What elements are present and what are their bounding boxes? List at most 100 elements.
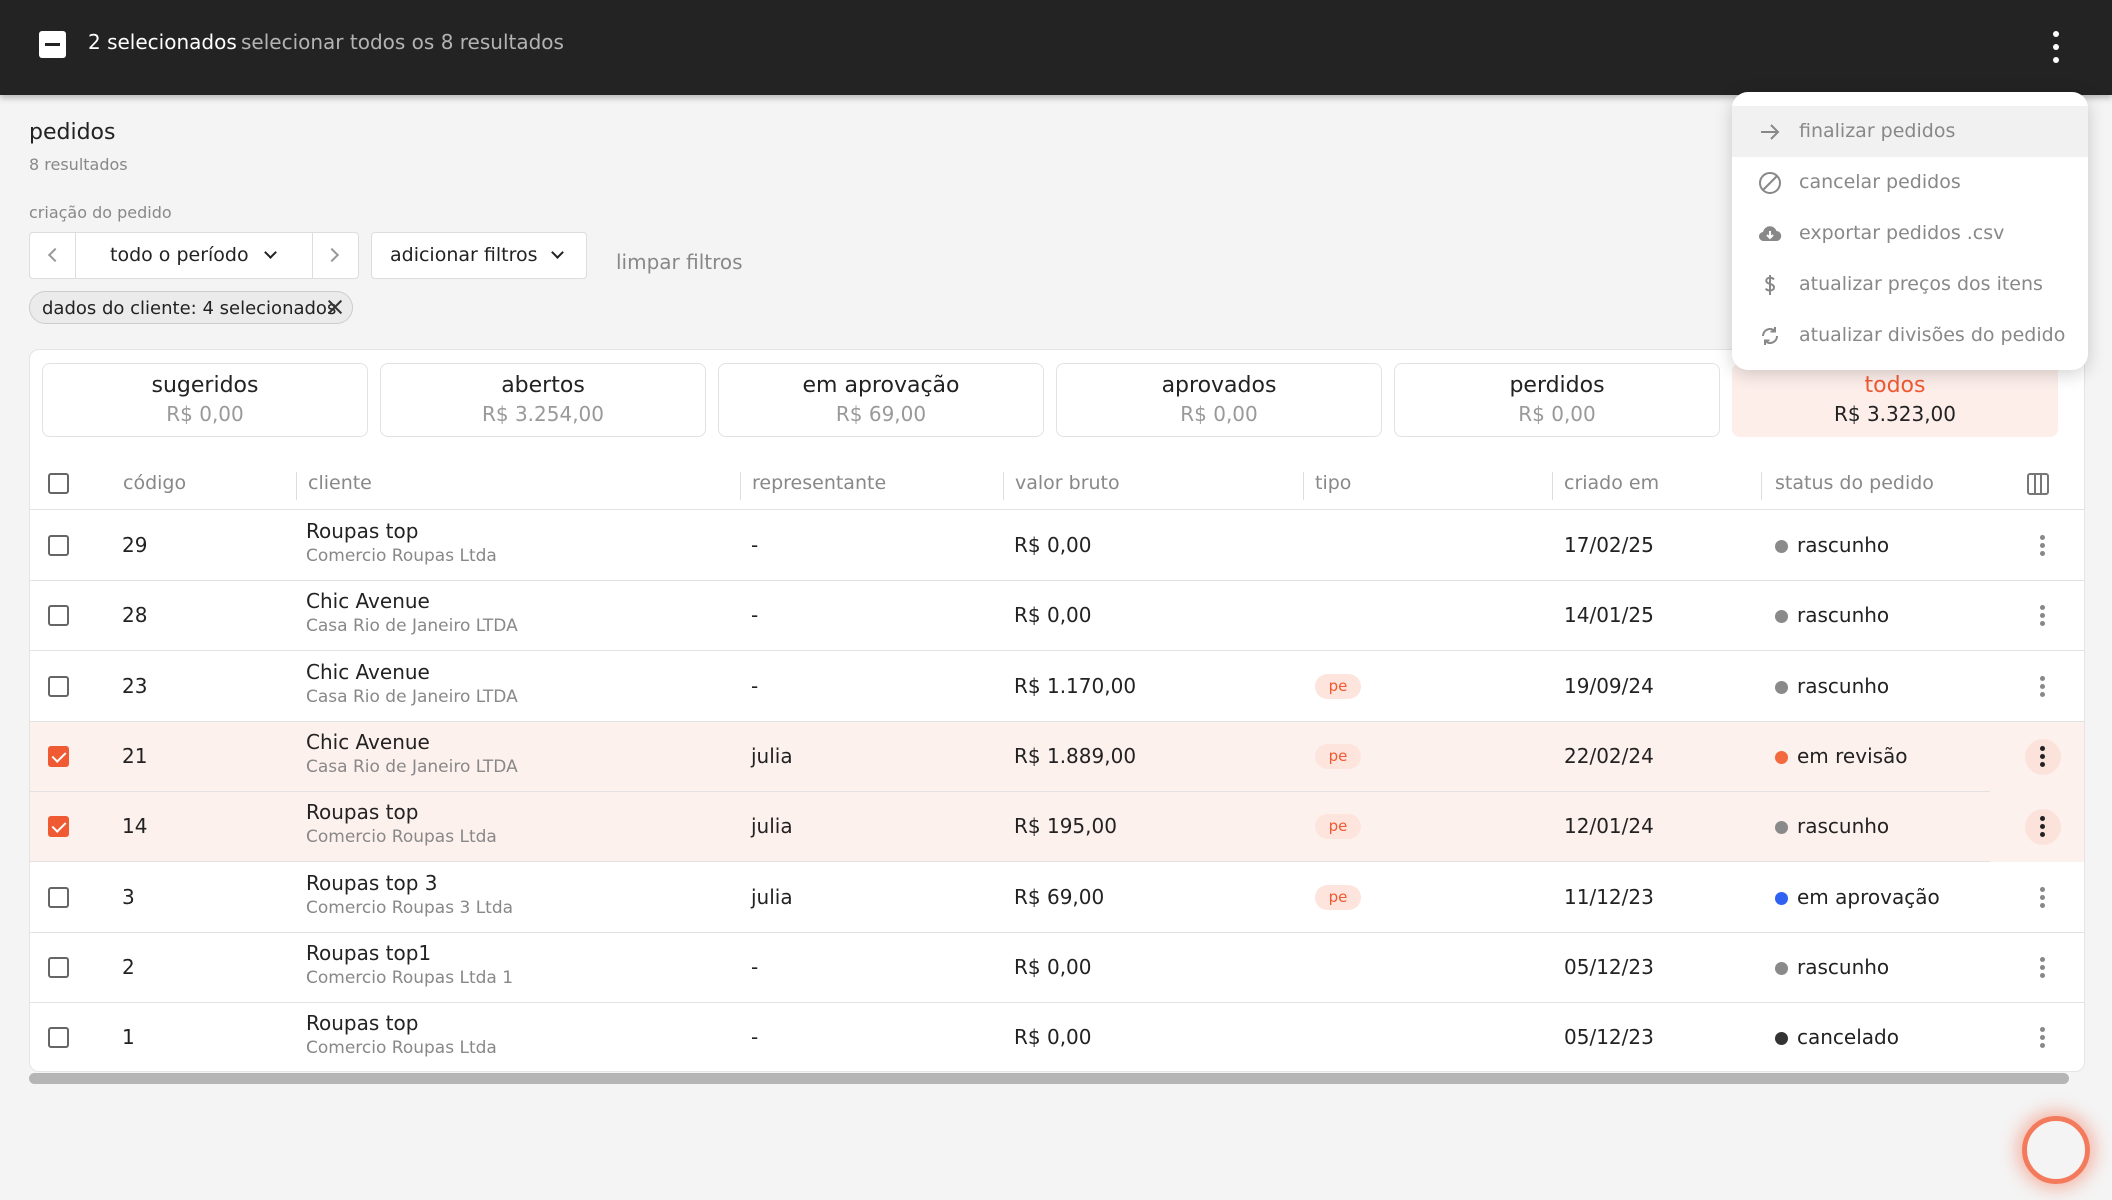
menu-item-label: finalizar pedidos [1799, 120, 1956, 142]
row-menu-kebab-icon[interactable] [2025, 880, 2061, 916]
gross-value: R$ 1.170,00 [1014, 673, 1137, 698]
client-name[interactable]: Chic Avenue [306, 729, 430, 754]
client-name[interactable]: Roupas top [306, 1011, 419, 1036]
gross-value: R$ 0,00 [1014, 533, 1092, 557]
client-name[interactable]: Roupas top1 [306, 940, 432, 965]
client-name[interactable]: Roupas top [306, 800, 419, 825]
client-name[interactable]: Roupas top 3 [306, 870, 438, 895]
tab-value: R$ 0,00 [166, 402, 244, 426]
tab-name: abertos [501, 373, 585, 398]
table-row[interactable]: 3 Roupas top 3 Comercio Roupas 3 Ltda julia… [30, 862, 2084, 933]
representative: julia [751, 884, 793, 909]
period-dropdown[interactable]: todo o período [110, 244, 249, 266]
column-divider [1303, 472, 1304, 500]
sync-icon [1762, 327, 1778, 345]
row-checkbox[interactable] [48, 745, 69, 767]
table-row[interactable]: 14 Roupas top Comercio Roupas Ltda julia R$ … [30, 792, 2084, 863]
bulk-actions-kebab-icon[interactable] [2050, 29, 2062, 65]
client-name[interactable]: Chic Avenue [306, 589, 430, 614]
row-checkbox[interactable] [48, 816, 69, 838]
tab-todos[interactable]: todos R$ 3.323,00 [1732, 363, 2058, 437]
status-label: rascunho [1797, 954, 1890, 979]
row-checkbox[interactable] [48, 605, 69, 627]
created-date: 22/02/24 [1564, 743, 1654, 768]
add-filters-button[interactable]: adicionar filtros [371, 232, 587, 279]
column-status[interactable]: status do pedido [1775, 472, 1934, 494]
gross-value: R$ 1.889,00 [1014, 743, 1137, 768]
table-row[interactable]: 28 Chic Avenue Casa Rio de Janeiro LTDA - R$… [30, 581, 2084, 652]
arrow-right-icon [1761, 124, 1780, 140]
row-menu-kebab-icon[interactable] [2025, 669, 2061, 705]
menu-item-finalize[interactable]: finalizar pedidos [1732, 106, 2088, 157]
row-menu-kebab-icon[interactable] [2025, 738, 2061, 775]
tab-em-aprovacao[interactable]: em aprovação R$ 69,00 [718, 363, 1044, 437]
representative: julia [751, 814, 793, 839]
row-checkbox[interactable] [48, 535, 69, 556]
page-title: pedidos [29, 120, 116, 145]
order-code: 28 [122, 603, 148, 628]
tab-sugeridos[interactable]: sugeridos R$ 0,00 [42, 363, 368, 437]
clear-filters-link[interactable]: limpar filtros [616, 250, 743, 274]
columns-icon[interactable] [2027, 473, 2049, 495]
order-code: 14 [122, 814, 148, 839]
menu-item-label: exportar pedidos .csv [1799, 222, 2005, 244]
period-prev-button[interactable] [30, 233, 76, 278]
tab-aprovados[interactable]: aprovados R$ 0,00 [1056, 363, 1382, 437]
table-row[interactable]: 29 Roupas top Comercio Roupas Ltda - R$ 0,00… [30, 511, 2084, 581]
status-dot [1775, 750, 1788, 764]
order-code: 23 [122, 673, 148, 698]
row-checkbox[interactable] [48, 956, 69, 978]
column-type[interactable]: tipo [1315, 472, 1352, 494]
created-date: 11/12/23 [1564, 884, 1654, 909]
close-icon[interactable] [326, 298, 344, 316]
column-representative[interactable]: representante [752, 472, 887, 494]
menu-item-update-prices[interactable]: atualizar preços dos itens [1732, 259, 2088, 310]
gross-value: R$ 0,00 [1014, 954, 1092, 979]
created-date: 14/01/25 [1564, 603, 1654, 628]
tab-value: R$ 69,00 [835, 402, 927, 426]
filter-label: criação do pedido [29, 203, 172, 222]
horizontal-scrollbar[interactable] [29, 1073, 2069, 1084]
help-fab-button[interactable] [2022, 1116, 2090, 1184]
tab-perdidos[interactable]: perdidos R$ 0,00 [1394, 363, 1720, 437]
row-menu-kebab-icon[interactable] [2025, 528, 2061, 564]
column-client[interactable]: cliente [308, 472, 372, 494]
row-menu-kebab-icon[interactable] [2025, 809, 2061, 846]
status-label: rascunho [1797, 603, 1890, 628]
row-menu-kebab-icon[interactable] [2025, 1020, 2061, 1056]
period-next-button[interactable] [312, 233, 358, 278]
table-row[interactable]: 1 Roupas top Comercio Roupas Ltda - R$ 0,00 0… [30, 1003, 2084, 1071]
created-date: 05/12/23 [1564, 1025, 1654, 1050]
menu-item-export[interactable]: exportar pedidos .csv [1732, 208, 2088, 259]
client-company: Casa Rio de Janeiro LTDA [306, 686, 518, 707]
client-company: Casa Rio de Janeiro LTDA [306, 616, 518, 637]
column-created[interactable]: criado em [1564, 472, 1660, 494]
representative: - [751, 954, 759, 979]
table-row[interactable]: 2 Roupas top1 Comercio Roupas Ltda 1 - R$ 0,… [30, 932, 2084, 1003]
representative: - [751, 603, 759, 628]
filter-chip[interactable]: dados do cliente: 4 selecionados [29, 291, 353, 324]
tab-abertos[interactable]: abertos R$ 3.254,00 [380, 363, 706, 437]
table-row[interactable]: 23 Chic Avenue Casa Rio de Janeiro LTDA - R$… [30, 651, 2084, 722]
status-dot [1775, 540, 1788, 553]
menu-item-update-divisions[interactable]: atualizar divisões do pedido [1732, 310, 2088, 361]
bulk-select-checkbox[interactable] [39, 31, 66, 58]
row-menu-kebab-icon[interactable] [2025, 598, 2061, 634]
client-name[interactable]: Chic Avenue [306, 659, 430, 684]
orders-table-card: sugeridos R$ 0,00 abertos R$ 3.254,00 em… [29, 349, 2085, 1072]
row-checkbox[interactable] [48, 886, 69, 908]
row-menu-kebab-icon[interactable] [2025, 950, 2061, 986]
select-all-checkbox[interactable] [48, 473, 69, 494]
client-name[interactable]: Roupas top [306, 519, 419, 543]
status-label: rascunho [1797, 814, 1890, 839]
tab-name: em aprovação [802, 373, 960, 398]
select-all-link[interactable]: selecionar todos os 8 resultados [241, 30, 564, 54]
table-row[interactable]: 21 Chic Avenue Casa Rio de Janeiro LTDA jul… [30, 721, 2084, 792]
row-checkbox[interactable] [48, 1027, 69, 1049]
column-code[interactable]: código [123, 472, 187, 494]
column-gross-value[interactable]: valor bruto [1015, 472, 1120, 494]
menu-item-cancel[interactable]: cancelar pedidos [1732, 157, 2088, 208]
row-checkbox[interactable] [48, 675, 69, 697]
order-code: 29 [122, 533, 148, 557]
status-label: cancelado [1797, 1025, 1899, 1050]
